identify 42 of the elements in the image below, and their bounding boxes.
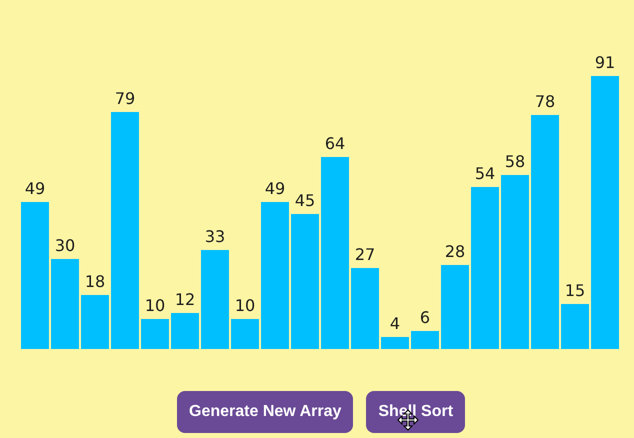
- data-label: 58: [504, 152, 526, 171]
- bar: [80, 295, 109, 349]
- button[interactable]: Shell Sort: [366, 391, 466, 433]
- data-label: 10: [144, 296, 166, 315]
- bar: [591, 76, 620, 349]
- data-label: 54: [474, 164, 496, 183]
- bar: [201, 250, 229, 349]
- bar: [50, 259, 79, 349]
- bar: [321, 157, 349, 349]
- data-label: 91: [594, 53, 616, 72]
- data-label: 6: [420, 308, 430, 327]
- data-label: 10: [234, 296, 256, 315]
- bar: [110, 112, 139, 349]
- bar: [501, 175, 530, 349]
- data-label: 45: [294, 191, 316, 210]
- bar: [140, 319, 169, 349]
- bar: [231, 319, 259, 349]
- bar: [471, 187, 500, 349]
- data-label: 12: [174, 290, 196, 309]
- button[interactable]: Generate New Array: [177, 391, 354, 433]
- data-label: 49: [24, 179, 46, 198]
- bar: [531, 115, 560, 349]
- data-label: 27: [354, 245, 376, 264]
- data-label: 28: [444, 242, 466, 261]
- data-label: 4: [390, 314, 400, 333]
- data-label: 79: [114, 89, 136, 108]
- data-label: 18: [84, 272, 106, 291]
- data-label: 30: [54, 236, 76, 255]
- data-label: 78: [534, 92, 556, 111]
- bar: [261, 202, 289, 349]
- data-label: 15: [564, 281, 586, 300]
- bar: [441, 265, 469, 349]
- bar: [411, 331, 439, 349]
- data-label: 33: [204, 227, 226, 246]
- bar: [171, 313, 199, 349]
- bar: [351, 268, 379, 349]
- bar: [20, 202, 49, 349]
- bar: [381, 337, 409, 349]
- data-label: 64: [324, 134, 346, 153]
- data-label: 49: [264, 179, 286, 198]
- bar: [291, 214, 319, 349]
- bar: [561, 304, 590, 349]
